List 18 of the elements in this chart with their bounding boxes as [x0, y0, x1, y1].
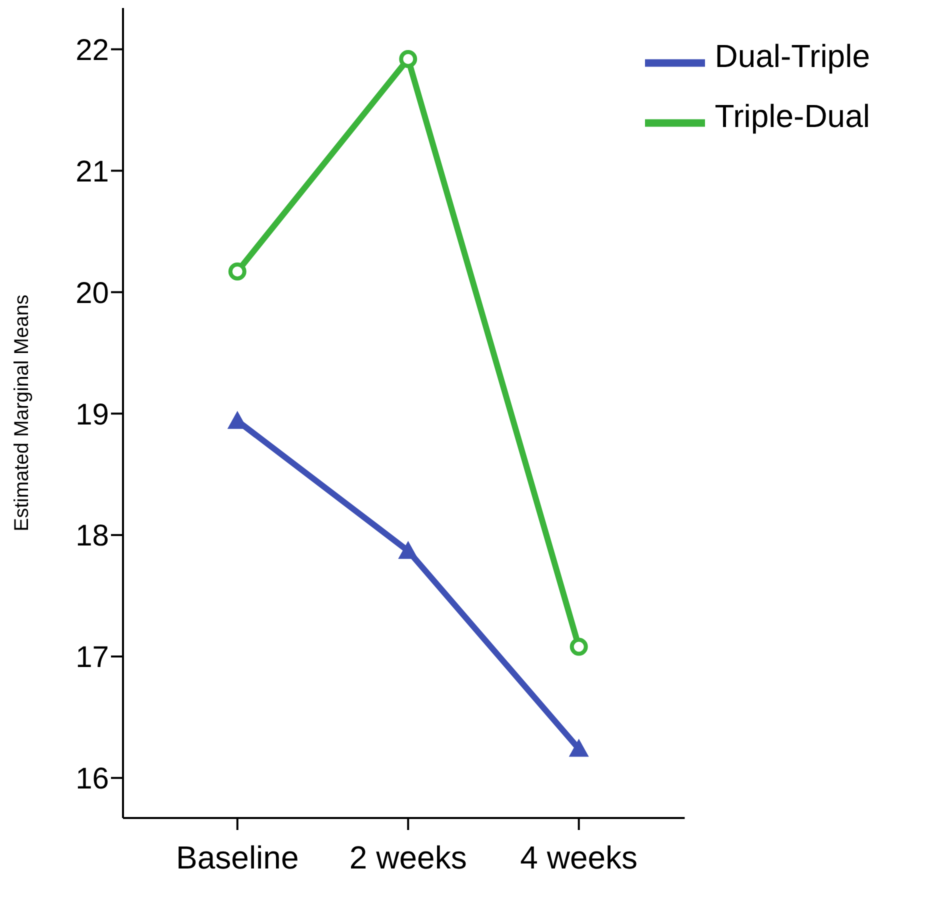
- point: [228, 262, 246, 281]
- y-tick-label: 17: [76, 641, 109, 674]
- y-tick-label: 18: [76, 520, 109, 553]
- point: [570, 638, 588, 656]
- y-tick-label: 19: [76, 398, 109, 432]
- y-tick-label: 20: [76, 276, 109, 310]
- point: [398, 540, 418, 559]
- y-tick-label: 22: [76, 34, 109, 67]
- y-tick-label: 16: [76, 762, 109, 796]
- legend-label: Dual-Triple: [714, 38, 870, 74]
- point: [568, 738, 589, 757]
- point: [399, 50, 418, 68]
- x-tick-label: 4 weeks: [520, 840, 638, 876]
- y-axis-title: Estimated Marginal Means: [11, 294, 34, 532]
- y-tick-label: 21: [76, 155, 109, 188]
- x-tick-label: 2 weeks: [349, 840, 467, 876]
- x-tick-label: Baseline: [176, 840, 299, 876]
- legend-label: Triple-Dual: [714, 98, 870, 134]
